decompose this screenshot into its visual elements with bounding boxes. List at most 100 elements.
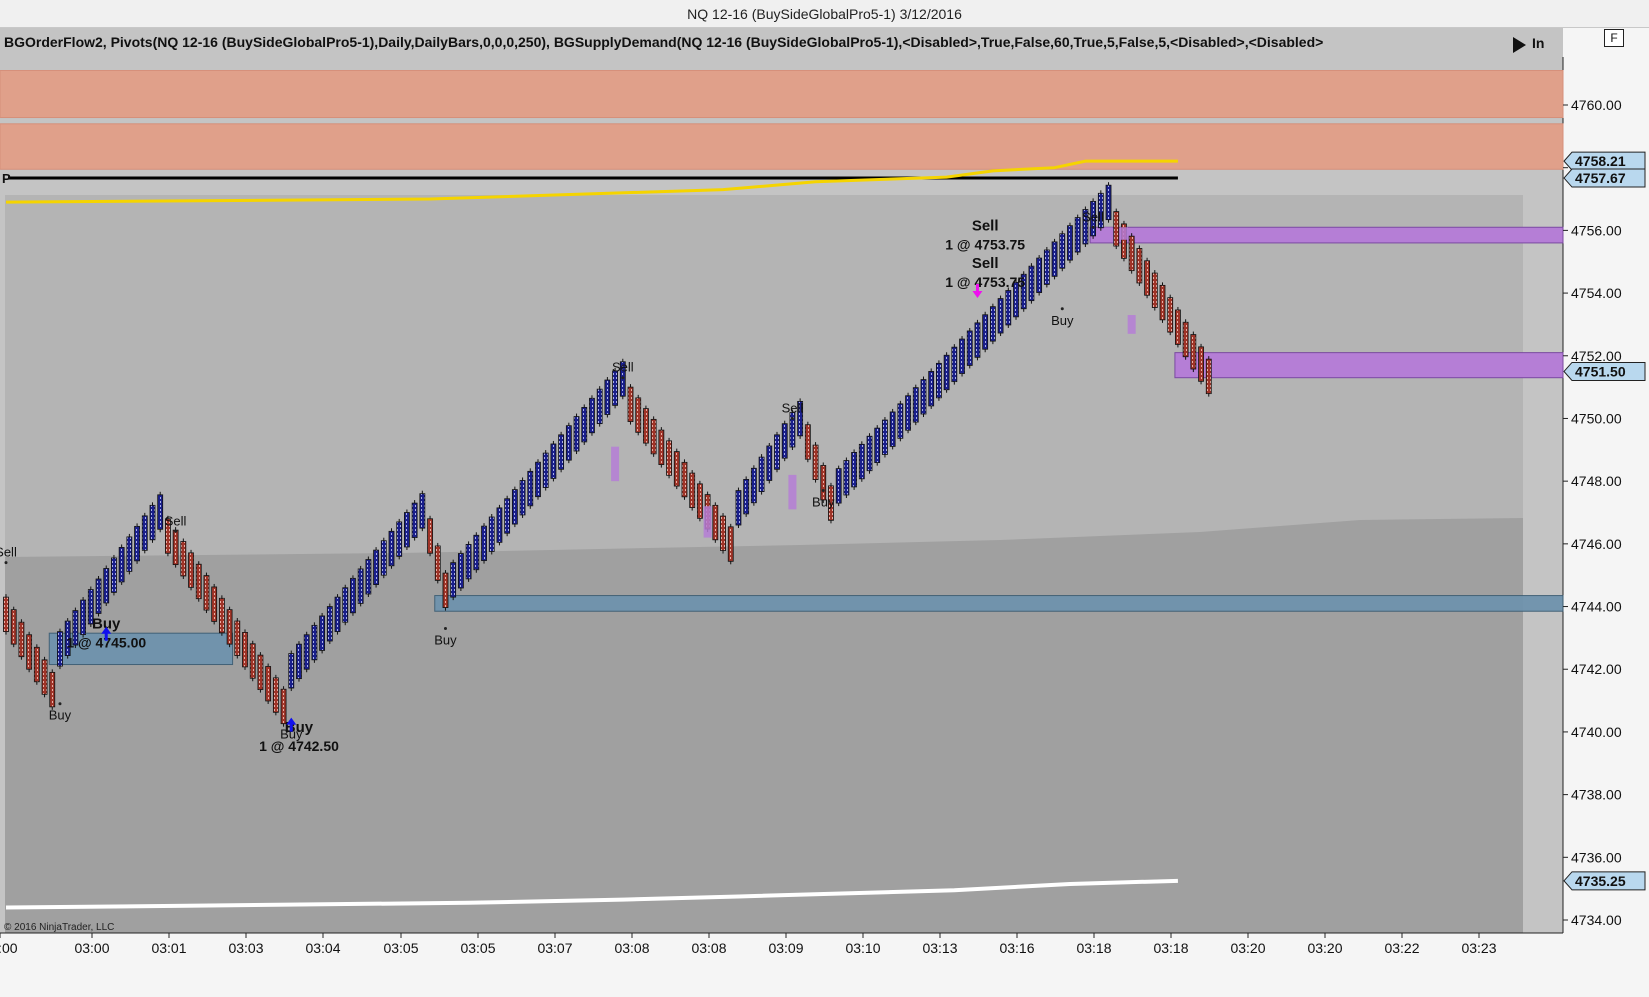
down-bar[interactable] — [804, 424, 811, 460]
down-bar[interactable] — [3, 596, 9, 633]
down-bar[interactable] — [242, 631, 248, 668]
up-bar[interactable] — [80, 599, 86, 635]
down-bar[interactable] — [1144, 260, 1150, 296]
down-bar[interactable] — [172, 529, 179, 566]
down-bar[interactable] — [272, 677, 279, 713]
up-bar[interactable] — [357, 568, 364, 604]
up-bar[interactable] — [95, 578, 102, 614]
up-bar[interactable] — [612, 370, 618, 406]
down-bar[interactable] — [828, 485, 834, 521]
down-bar[interactable] — [812, 444, 819, 480]
up-bar[interactable] — [396, 521, 403, 557]
up-bar[interactable] — [1051, 241, 1058, 277]
down-bar[interactable] — [265, 666, 272, 702]
up-bar[interactable] — [334, 596, 341, 633]
up-bar[interactable] — [889, 411, 896, 447]
up-bar[interactable] — [388, 530, 395, 567]
up-bar[interactable] — [997, 298, 1004, 334]
up-bar[interactable] — [134, 525, 140, 562]
up-bar[interactable] — [959, 338, 965, 374]
up-bar[interactable] — [1090, 200, 1097, 237]
up-bar[interactable] — [326, 606, 333, 642]
up-bar[interactable] — [781, 423, 788, 459]
up-bar[interactable] — [118, 547, 125, 583]
up-bar[interactable] — [581, 407, 588, 443]
down-bar[interactable] — [195, 563, 202, 600]
up-bar[interactable] — [1005, 290, 1012, 326]
up-bar[interactable] — [519, 480, 526, 516]
up-bar[interactable] — [1074, 217, 1081, 253]
up-bar[interactable] — [72, 610, 79, 646]
up-bar[interactable] — [1036, 257, 1043, 293]
up-bar[interactable] — [457, 553, 464, 589]
down-bar[interactable] — [658, 429, 665, 465]
down-bar[interactable] — [635, 397, 642, 433]
down-bar[interactable] — [226, 609, 233, 645]
down-bar[interactable] — [1121, 223, 1127, 259]
up-bar[interactable] — [288, 653, 295, 689]
up-bar[interactable] — [411, 502, 418, 538]
down-bar[interactable] — [218, 597, 225, 634]
down-bar[interactable] — [727, 526, 734, 562]
up-bar[interactable] — [843, 460, 850, 496]
up-bar[interactable] — [511, 489, 518, 525]
down-bar[interactable] — [1190, 334, 1197, 370]
up-bar[interactable] — [87, 589, 94, 625]
up-bar[interactable] — [1082, 209, 1089, 245]
down-bar[interactable] — [627, 386, 634, 422]
up-bar[interactable] — [311, 624, 318, 661]
up-bar[interactable] — [535, 461, 541, 498]
up-bar[interactable] — [982, 314, 989, 350]
down-bar[interactable] — [1128, 235, 1135, 272]
up-bar[interactable] — [465, 543, 472, 580]
up-bar[interactable] — [319, 615, 326, 651]
up-bar[interactable] — [404, 512, 410, 548]
up-bar[interactable] — [735, 490, 742, 526]
down-bar[interactable] — [643, 408, 649, 444]
up-bar[interactable] — [858, 443, 865, 480]
up-bar[interactable] — [103, 568, 110, 604]
down-bar[interactable] — [257, 654, 264, 691]
up-bar[interactable] — [450, 562, 457, 598]
up-bar[interactable] — [1097, 192, 1104, 229]
up-bar[interactable] — [920, 379, 927, 415]
up-bar[interactable] — [550, 443, 557, 479]
up-bar[interactable] — [789, 412, 796, 448]
down-bar[interactable] — [33, 646, 40, 683]
down-bar[interactable] — [1113, 211, 1120, 247]
up-bar[interactable] — [766, 445, 773, 481]
f-button[interactable]: F — [1604, 29, 1624, 47]
down-bar[interactable] — [10, 609, 17, 645]
up-bar[interactable] — [912, 387, 919, 423]
up-bar[interactable] — [350, 577, 356, 614]
up-bar[interactable] — [928, 371, 935, 407]
up-bar[interactable] — [1020, 273, 1027, 310]
down-bar[interactable] — [180, 541, 187, 577]
up-bar[interactable] — [496, 507, 503, 543]
up-bar[interactable] — [1043, 249, 1050, 285]
up-bar[interactable] — [905, 395, 911, 431]
up-bar[interactable] — [758, 456, 765, 493]
up-bar[interactable] — [1067, 225, 1073, 261]
up-bar[interactable] — [141, 515, 148, 551]
up-bar[interactable] — [380, 540, 387, 576]
down-bar[interactable] — [26, 634, 33, 670]
down-bar[interactable] — [1151, 272, 1158, 308]
up-bar[interactable] — [835, 468, 842, 504]
up-bar[interactable] — [1059, 233, 1066, 269]
up-bar[interactable] — [882, 419, 888, 455]
down-bar[interactable] — [427, 518, 433, 554]
up-bar[interactable] — [149, 504, 156, 541]
up-bar[interactable] — [951, 346, 958, 383]
up-bar[interactable] — [851, 452, 857, 488]
down-bar[interactable] — [442, 572, 449, 608]
up-bar[interactable] — [966, 330, 973, 366]
down-bar[interactable] — [689, 472, 696, 508]
up-bar[interactable] — [797, 400, 804, 437]
down-bar[interactable] — [1205, 358, 1212, 395]
down-bar[interactable] — [681, 461, 688, 498]
up-bar[interactable] — [974, 322, 981, 358]
down-bar[interactable] — [697, 483, 703, 519]
up-bar[interactable] — [419, 493, 426, 529]
down-bar[interactable] — [712, 504, 719, 541]
